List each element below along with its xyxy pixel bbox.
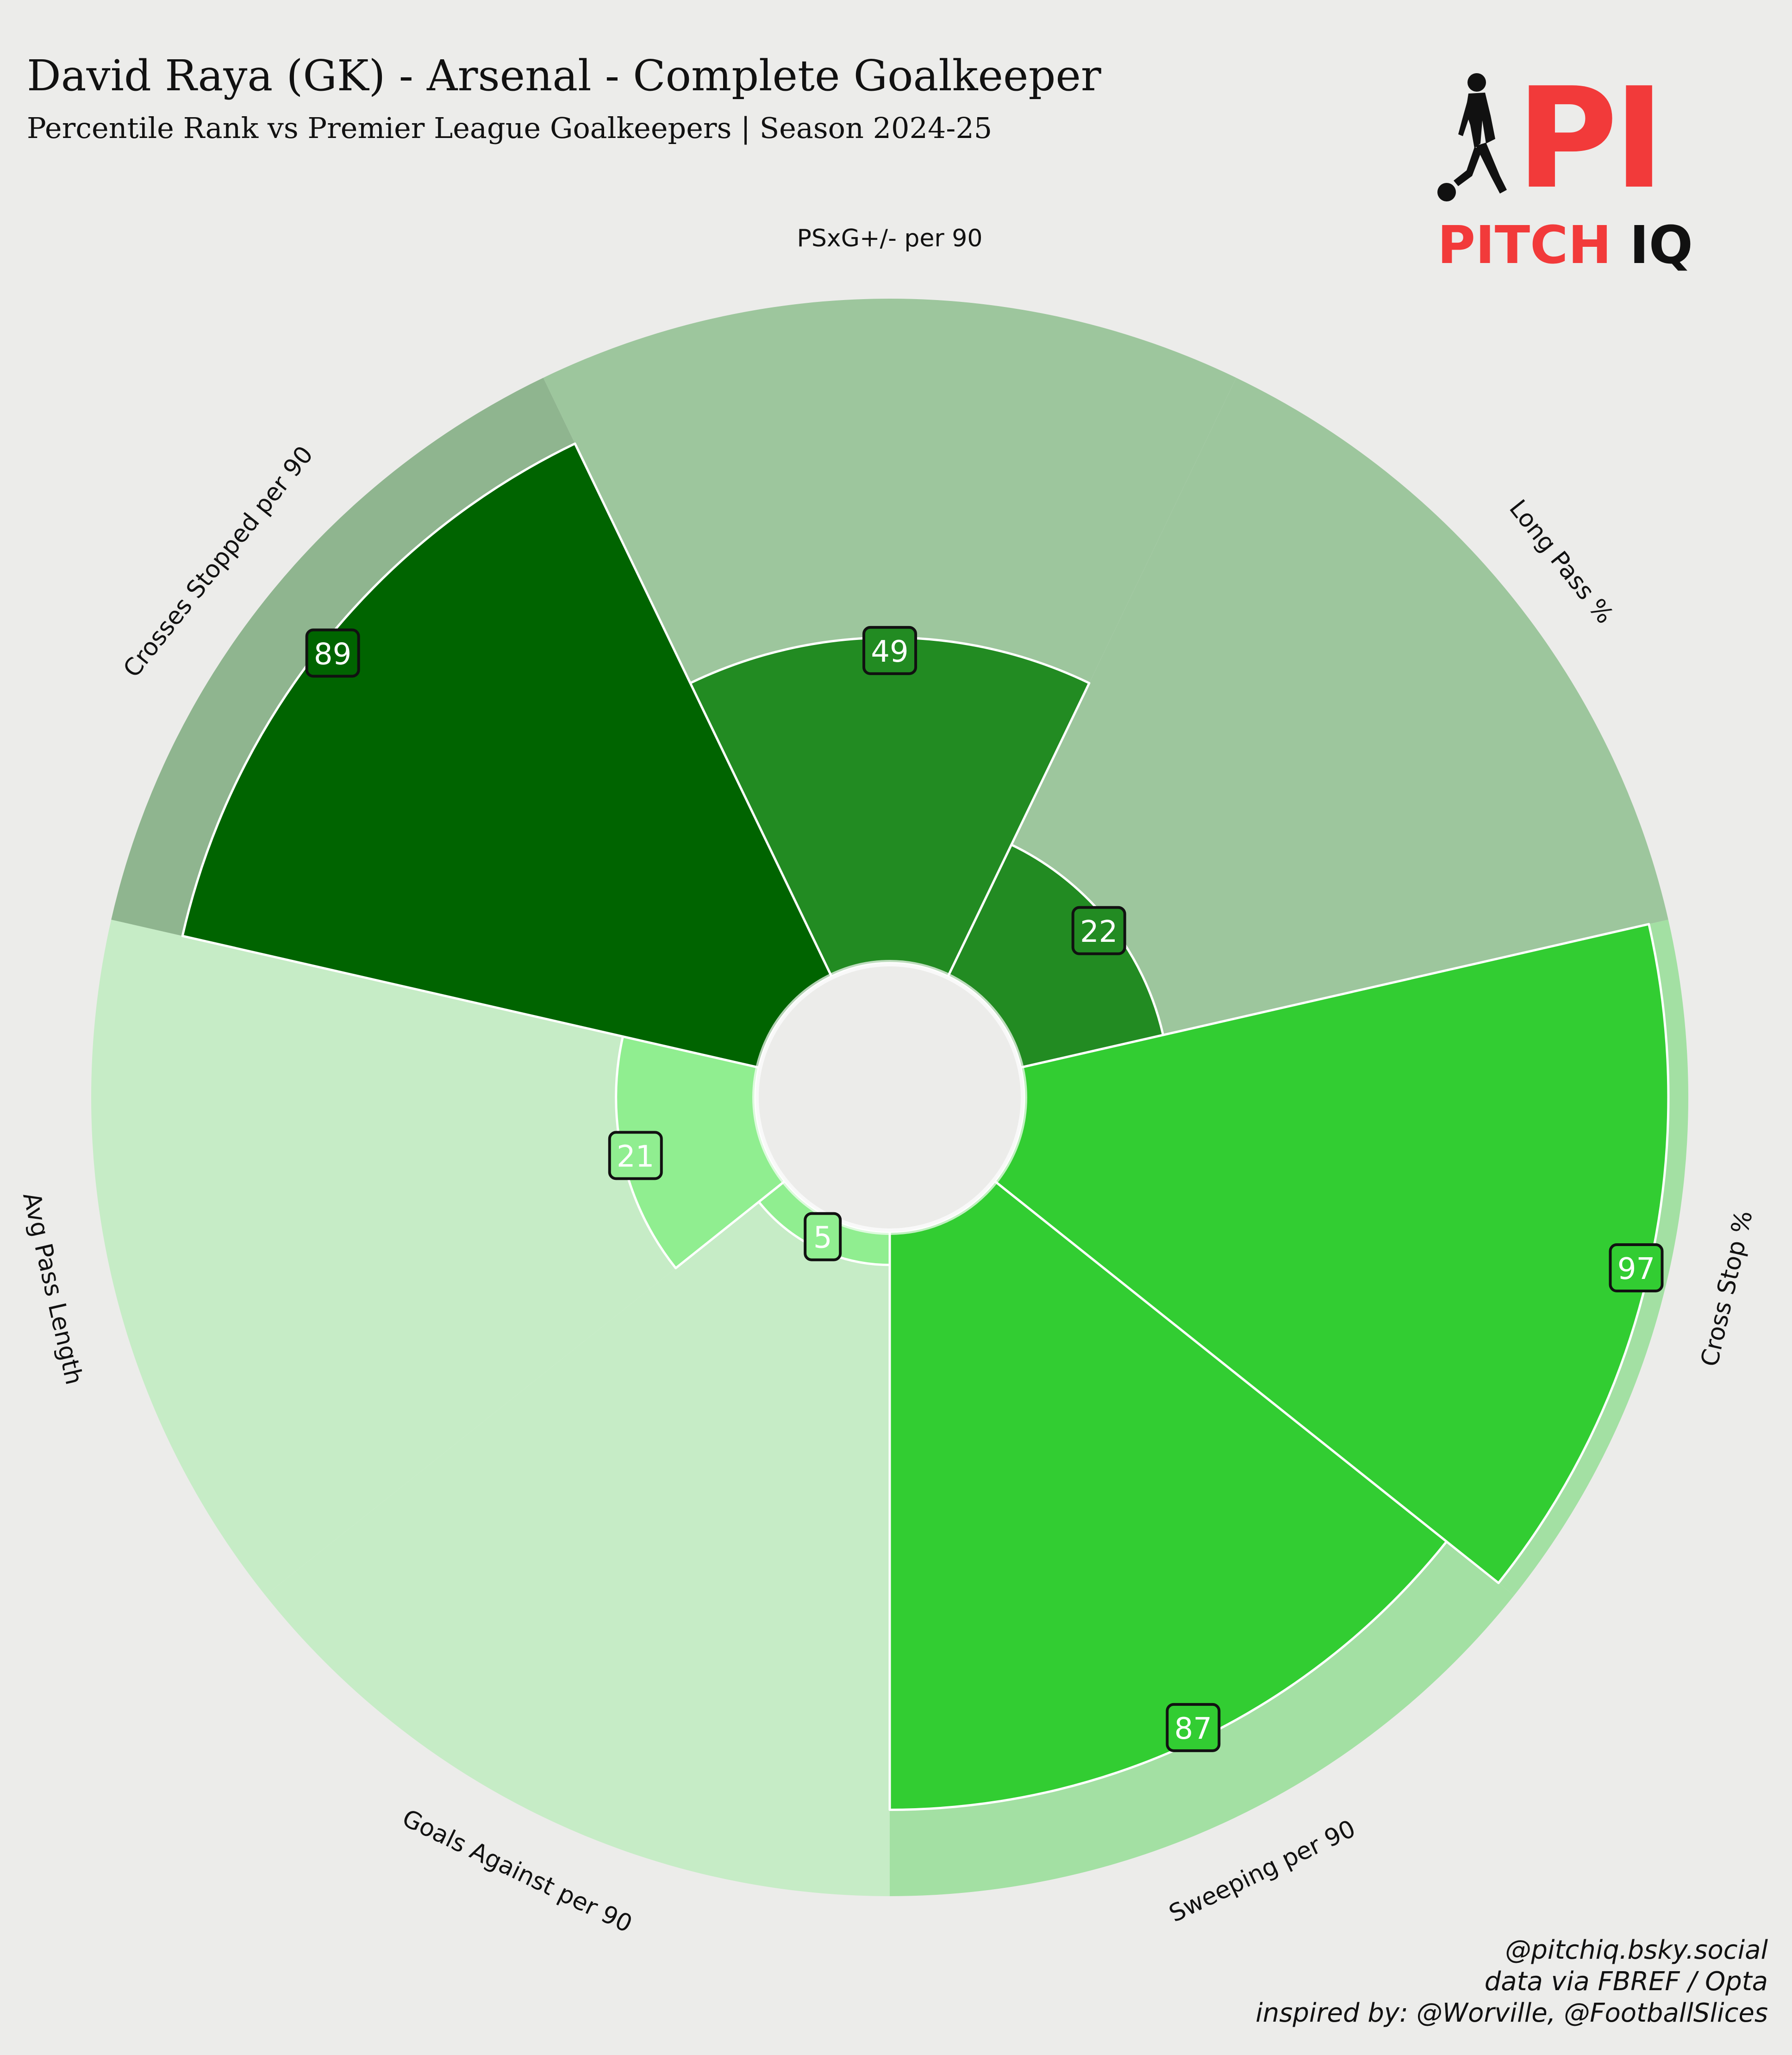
value-label-sweeping-per-90: 87 [1166, 1703, 1221, 1752]
center-hole [752, 960, 1027, 1235]
logo-word-pitch: PITCH [1437, 215, 1612, 276]
credit-handle: @pitchiq.bsky.social [1505, 1935, 1768, 1965]
background-wedge-long-pass [948, 377, 1668, 1068]
background-wedge-avg-pass-length [91, 920, 785, 1596]
chart-subtitle: Percentile Rank vs Premier League Goalke… [27, 111, 993, 145]
pitch-iq-logo: PI PITCH IQ [1426, 65, 1699, 282]
credit-inspiration: inspired by: @Worville, @FootballSlices [1255, 1998, 1768, 2028]
value-label-long-pass: 22 [1071, 906, 1126, 955]
logo-word-iq: IQ [1630, 215, 1693, 276]
value-label-cross-stop: 97 [1609, 1243, 1664, 1293]
footballer-silhouette-icon [1437, 73, 1507, 201]
value-text-long-pass: 22 [1080, 915, 1118, 949]
credits: @pitchiq.bsky.social data via FBREF / Op… [1255, 1935, 1768, 2029]
category-label-psxg-per-90: PSxG+/- per 90 [797, 225, 983, 252]
value-labels: 49 22 97 87 5 21 89 [305, 626, 1664, 1752]
background-wedge-goals-against-per-90 [265, 1181, 890, 1896]
value-box-avg-pass-length [608, 1131, 663, 1180]
value-label-psxg-per-90: 49 [862, 626, 917, 675]
value-text-crosses-stopped-per-90: 89 [314, 637, 351, 671]
value-label-goals-against-per-90: 5 [804, 1212, 842, 1261]
category-label-cross-stop: Cross Stop % [1696, 1208, 1758, 1369]
value-bars [181, 442, 1670, 1811]
chart-title: David Raya (GK) - Arsenal - Complete Goa… [27, 51, 1101, 100]
logo-wordmark: PITCH IQ [1437, 218, 1693, 273]
value-text-avg-pass-length: 21 [617, 1140, 654, 1174]
value-text-goals-against-per-90: 5 [813, 1221, 832, 1255]
value-text-sweeping-per-90: 87 [1174, 1712, 1212, 1746]
value-label-crosses-stopped-per-90: 89 [305, 628, 360, 678]
value-box-psxg-per-90 [862, 626, 917, 675]
value-box-long-pass [1071, 906, 1126, 955]
credit-data-source: data via FBREF / Opta [1484, 1967, 1768, 1997]
value-box-sweeping-per-90 [1166, 1703, 1221, 1752]
value-text-cross-stop: 97 [1617, 1252, 1655, 1286]
logo-letters: PI [1516, 58, 1665, 219]
value-label-avg-pass-length: 21 [608, 1131, 663, 1180]
value-box-crosses-stopped-per-90 [305, 628, 360, 678]
category-label-avg-pass-length: Avg Pass Length [17, 1190, 88, 1388]
value-text-psxg-per-90: 49 [871, 635, 908, 669]
value-box-cross-stop [1609, 1243, 1664, 1293]
value-box-goals-against-per-90 [804, 1212, 842, 1261]
